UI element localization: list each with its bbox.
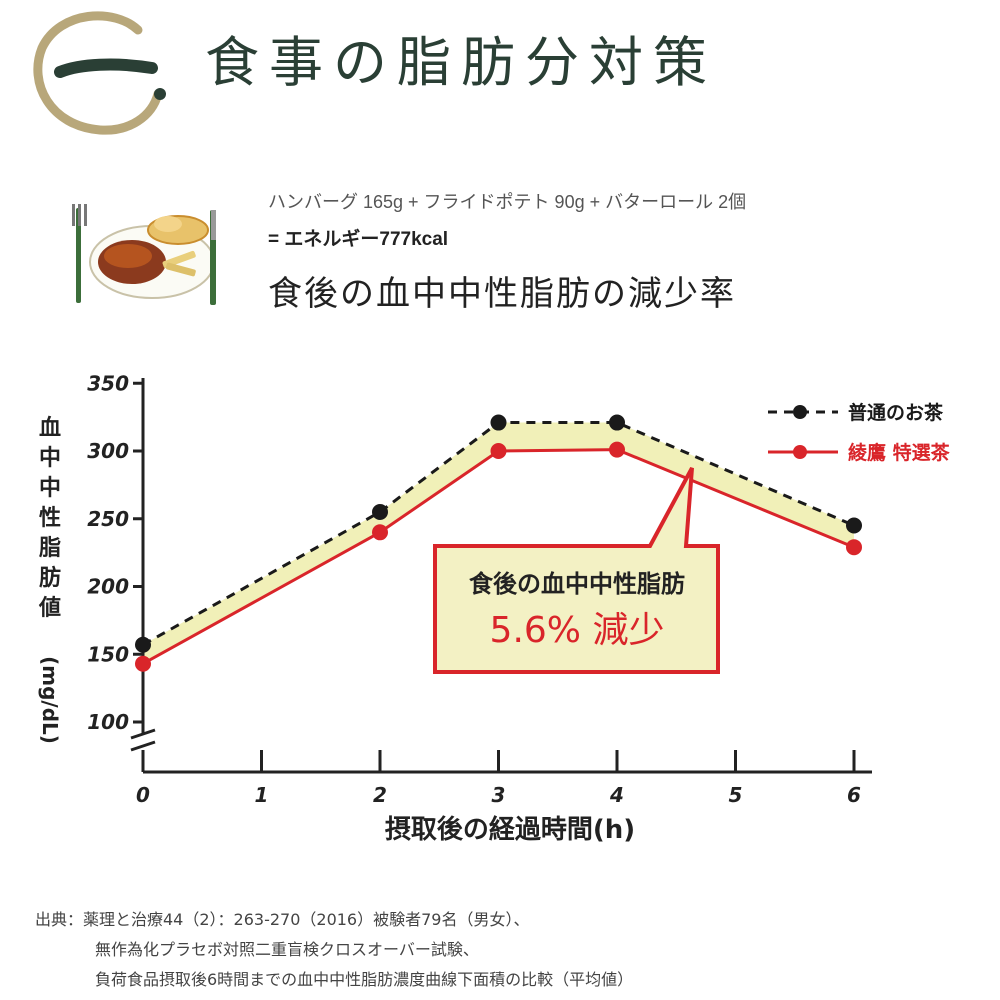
series-1-point <box>135 636 151 653</box>
meal-description: ハンバーグ 165g + フライドポテト 90g + バターロール 2個 <box>268 192 747 212</box>
legend-marker-2 <box>793 445 807 459</box>
y-tick-label: 150 <box>87 642 129 666</box>
annotation-line-1: 食後の血中中性脂肪 <box>469 570 685 598</box>
svg-text:値: 値 <box>38 596 61 621</box>
svg-text:中: 中 <box>39 446 61 471</box>
series-1-point <box>490 414 507 431</box>
x-tick-label: 3 <box>492 783 506 807</box>
series-2-point <box>490 443 507 459</box>
x-tick-label: 0 <box>136 783 150 807</box>
source-line-3: 負荷食品摂取後6時間までの血中中性脂肪濃度曲線下面積の比較（平均値） <box>95 970 634 989</box>
source-line-2: 無作為化プラセボ対照二重盲検クロスオーバー試験、 <box>95 940 479 959</box>
chart-heading: 食後の血中中性脂肪の減少率 <box>268 274 736 314</box>
series-2-point <box>846 539 862 556</box>
x-tick-label: 6 <box>847 783 861 807</box>
series-1-point <box>609 414 625 431</box>
svg-text:脂: 脂 <box>39 535 61 561</box>
svg-text:中: 中 <box>39 476 61 501</box>
annotation-box <box>433 467 720 674</box>
y-tick-label: 350 <box>87 371 129 395</box>
y-tick-label: 100 <box>87 710 129 734</box>
page-title: 食事の脂肪分対策 <box>205 31 717 94</box>
y-tick-label: 250 <box>87 507 129 531</box>
source-line-1: 出典：薬理と治療44（2）：263-270（2016）被験者79名（男女）、 <box>35 910 530 929</box>
x-tick-label: 2 <box>373 783 387 807</box>
chart-annotation: 食後の血中中性脂肪 5.6% 減少 <box>433 467 720 674</box>
series-2-point <box>135 655 151 672</box>
series-2-point <box>372 524 388 541</box>
x-tick-label: 5 <box>729 783 743 807</box>
x-axis-label: 摂取後の経過時間(h) <box>385 814 635 845</box>
legend-marker-1 <box>793 405 807 419</box>
legend-label-1: 普通のお茶 <box>848 401 944 424</box>
svg-text:血: 血 <box>39 415 61 441</box>
series-2-point <box>609 441 625 458</box>
y-tick-label: 300 <box>87 439 129 463</box>
y-tick-label: 200 <box>87 575 129 599</box>
svg-text:(mg/dL): (mg/dL) <box>38 656 62 744</box>
legend-label-2: 綾鷹 特選茶 <box>848 441 951 464</box>
meal-energy: = エネルギー777kcal <box>268 229 449 250</box>
series-1-point <box>846 517 862 534</box>
brand-logo <box>33 11 166 135</box>
svg-text:性: 性 <box>39 506 61 531</box>
axis-break-mark <box>130 728 156 752</box>
meal-plate-icon <box>72 204 216 305</box>
annotation-line-2: 5.6% 減少 <box>490 610 665 651</box>
series-1-point <box>372 503 388 520</box>
svg-text:肪: 肪 <box>39 566 61 591</box>
source-citation: 出典：薬理と治療44（2）：263-270（2016）被験者79名（男女）、 無… <box>35 905 975 995</box>
x-tick-label: 4 <box>609 783 624 807</box>
x-tick-label: 1 <box>255 783 269 807</box>
